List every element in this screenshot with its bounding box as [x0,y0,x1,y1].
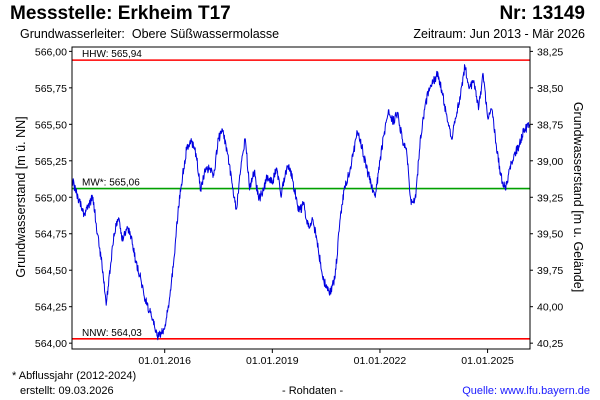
x-tick-label: 01.01.2025 [461,355,514,367]
y-axis-label-right: Grundwasserstand [m u. Gelände] [571,102,585,292]
y-tick-label-right: 38,50 [537,83,563,95]
y-tick-label-left: 564,25 [35,302,67,314]
y-tick-label-left: 565,50 [35,119,67,131]
reference-label-nnw: NNW: 564,03 [82,328,142,339]
aquifer-label: Grundwasserleiter: [20,27,125,41]
y-tick-label-left: 566,00 [35,46,67,58]
footnote: * Abflussjahr (2012-2024) [12,370,137,382]
y-tick-label-left: 565,75 [35,83,67,95]
y-tick-label-right: 40,25 [537,338,563,350]
y-tick-label-left: 564,00 [35,338,67,350]
plot-frame [71,46,531,350]
y-axis-label-left: Grundwasserstand [m ü. NN] [14,116,28,277]
y-tick-label-left: 564,50 [35,265,67,277]
series-layer [71,64,530,341]
reference-label-hhw: HHW: 565,94 [82,49,142,60]
reference-label-mw: MW*: 565,06 [82,178,140,189]
y-tick-label-right: 38,75 [537,119,563,131]
groundwater-series-line [71,64,530,341]
y-tick-label-right: 38,25 [537,46,563,58]
raw-data-note: - Rohdaten - [282,385,344,397]
y-tick-label-right: 39,00 [537,156,563,168]
y-tick-label-left: 565,25 [35,156,67,168]
y-tick-label-right: 40,00 [537,302,563,314]
station-number: Nr: 13149 [499,3,585,24]
x-tick-label: 01.01.2019 [246,355,299,367]
y-tick-label-left: 565,00 [35,192,67,204]
reference-lines: HHW: 565,94 MW*: 565,06 NNW: 564,03 [72,49,530,340]
x-tick-label: 01.01.2016 [138,355,191,367]
y-tick-label-right: 39,75 [537,265,563,277]
y-tick-label-left: 564,75 [35,229,67,241]
aquifer-value: Obere Süßwassermolasse [131,27,280,41]
axes: 564,00 40,25 564,25 40,00 564,50 39,75 564,75 3… [35,46,564,367]
y-tick-label-right: 39,25 [537,192,563,204]
source-link[interactable]: Quelle: www.lfu.bayern.de [462,385,590,397]
created-date: erstellt: 09.03.2026 [20,385,114,397]
page-title: Messstelle: Erkheim T17 [10,3,231,24]
aquifer-info: Grundwasserleiter: Obere Süßwassermolass… [20,27,279,41]
x-tick-label: 01.01.2022 [354,355,407,367]
y-tick-label-right: 39,50 [537,229,563,241]
period-label: Zeitraum: Jun 2013 - Mär 2026 [413,27,585,41]
